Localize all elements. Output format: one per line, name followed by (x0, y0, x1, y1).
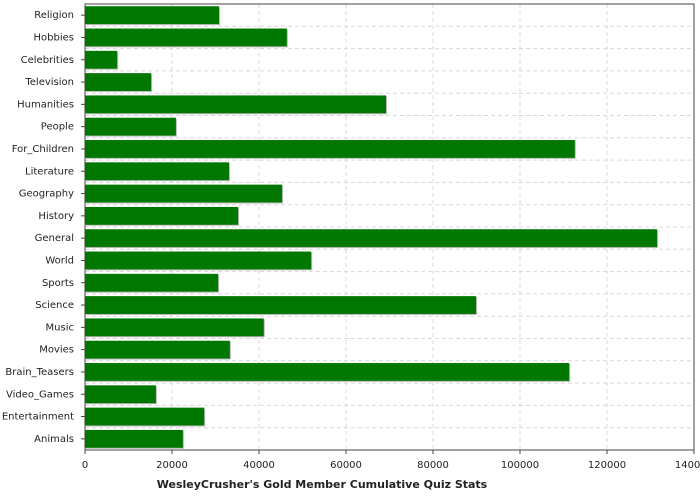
y-tick-label: For_Children (12, 144, 74, 155)
bar (85, 229, 658, 248)
y-tick-label: Celebrities (21, 55, 74, 66)
y-tick-label: Television (24, 77, 74, 88)
y-tick-label: Animals (34, 434, 74, 445)
y-tick-label: Hobbies (34, 32, 74, 43)
y-tick-label: Sports (42, 278, 74, 289)
bar (85, 6, 219, 25)
bar (85, 273, 219, 292)
y-tick-label: Entertainment (2, 412, 74, 423)
bar (85, 385, 156, 404)
bar (85, 296, 477, 314)
y-tick-label: Movies (39, 345, 74, 356)
bar (85, 340, 230, 359)
y-tick-label: Religion (34, 10, 74, 21)
bar (85, 73, 152, 91)
bar (85, 50, 118, 69)
x-tick-label: 40000 (243, 460, 275, 471)
bar (85, 429, 183, 448)
x-tick-label: 0 (82, 460, 88, 471)
y-tick-label: Literature (25, 166, 74, 177)
y-tick-label: People (41, 122, 74, 133)
x-tick-label: 120000 (588, 460, 626, 471)
bar (85, 318, 264, 337)
y-tick-label: Science (35, 300, 74, 311)
y-tick-label: Geography (19, 189, 74, 200)
bar (85, 251, 312, 270)
x-tick-label: 60000 (330, 460, 362, 471)
bar (85, 140, 575, 158)
x-tick-label: 80000 (417, 460, 449, 471)
x-axis-label: WesleyCrusher's Gold Member Cumulative Q… (157, 478, 488, 491)
x-tick-label: 100000 (501, 460, 539, 471)
bar (85, 28, 287, 47)
y-tick-label: Brain_Teasers (5, 367, 74, 378)
bar (85, 407, 205, 426)
bar (85, 206, 239, 225)
x-tick-label: 20000 (156, 460, 188, 471)
bar (85, 162, 229, 181)
y-tick-label: History (38, 211, 74, 222)
bar (85, 363, 570, 381)
bar (85, 184, 283, 203)
y-tick-label: Video_Games (6, 389, 74, 400)
y-tick-label: World (45, 255, 74, 266)
y-tick-label: General (35, 233, 74, 244)
y-tick-label: Humanities (17, 99, 74, 110)
bar (85, 117, 176, 136)
y-tick-label: Music (46, 322, 74, 333)
plot-frame (84, 3, 695, 451)
x-tick-label: 140000 (675, 460, 700, 471)
bar (85, 95, 387, 114)
